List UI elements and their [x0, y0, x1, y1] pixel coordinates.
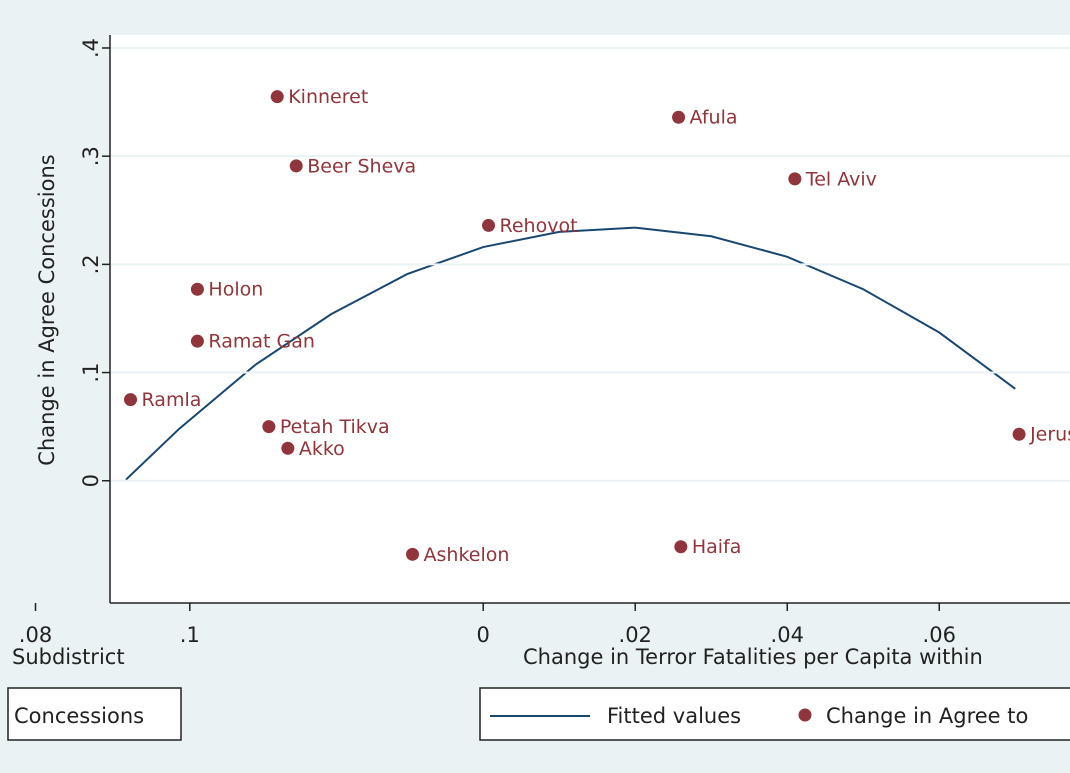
point [482, 218, 496, 232]
legend-text: Fitted values [607, 704, 741, 728]
point-label: Ramat Gan [208, 331, 314, 353]
point-label: Ashkelon [424, 544, 510, 566]
point-label: Kinneret [288, 86, 368, 108]
point-label: Holon [208, 279, 263, 301]
point [190, 334, 204, 348]
x-tick-label: .04 [771, 623, 804, 647]
y-tick-label: .3 [79, 146, 103, 166]
point-label: Rehovot [500, 215, 578, 237]
plot: Kinneret Afula Beer Sheva Tel Aviv Rehovot Ho… [124, 86, 1070, 566]
point-label: Ramla [142, 389, 202, 411]
x-tick-label: .1 [180, 623, 200, 647]
legend-text: Change in Agree to [826, 704, 1028, 728]
y-tick-label: .2 [79, 254, 103, 274]
point [190, 282, 204, 296]
y-tick-label: .1 [79, 363, 103, 383]
x-tick-label: .02 [619, 623, 652, 647]
point [124, 393, 138, 407]
x-axis-title: Change in Terror Fatalities per Capita w… [523, 645, 983, 669]
y-tick-label: 0 [79, 474, 103, 487]
point-label: Haifa [692, 536, 742, 558]
fitted-line [125, 226, 1016, 481]
plot-region [110, 35, 1070, 603]
y-axis-title: Change in Agree Concessions [35, 154, 59, 465]
point [406, 547, 420, 561]
point [281, 441, 295, 455]
point [289, 159, 303, 173]
point-label: Akko [299, 438, 345, 460]
point [1012, 427, 1026, 441]
legend-text: Concessions [14, 704, 144, 728]
point-label: Jerusalem [1029, 424, 1070, 446]
point-label: Tel Aviv [805, 168, 877, 190]
legend-box [479, 687, 1070, 741]
x-tick-label: 0 [477, 623, 490, 647]
point [788, 172, 802, 186]
point-label: Afula [690, 107, 738, 129]
y-tick-label: .4 [79, 38, 103, 58]
x-tick-label: .08 [19, 623, 52, 647]
legend-swatch [798, 708, 812, 722]
point [270, 90, 284, 104]
point [672, 110, 686, 124]
legend-box [7, 687, 182, 741]
point [262, 420, 276, 434]
x-tick-label: .06 [923, 623, 956, 647]
point [674, 540, 688, 554]
x-axis-title: Subdistrict [12, 645, 125, 669]
point-label: Beer Sheva [307, 155, 416, 177]
point-label: Petah Tikva [280, 416, 390, 438]
